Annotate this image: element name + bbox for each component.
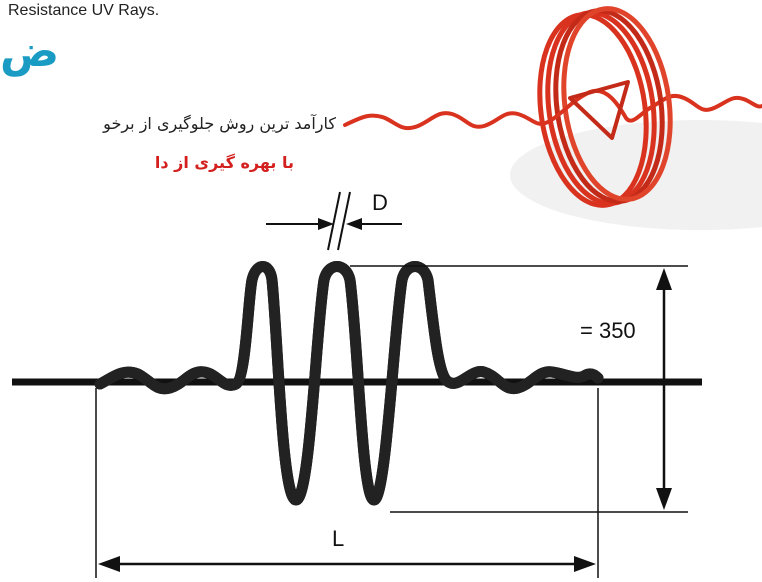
label-l: L	[332, 526, 344, 551]
height-dimension: = 350	[350, 265, 688, 513]
title-letter: ض	[0, 26, 60, 77]
description-line: کارآمد ترین روش جلوگیری از برخو	[103, 114, 336, 133]
label-height: = 350	[580, 318, 636, 343]
length-dimension: L	[95, 388, 599, 578]
highlight-line: با بهره گیری از دا	[154, 153, 294, 172]
diameter-dimension: D	[266, 190, 402, 251]
uv-resistance-text: Resistance UV Rays.	[8, 2, 160, 19]
wire-profile	[94, 267, 604, 506]
label-d: D	[372, 190, 388, 215]
red-spiral-coil-image	[343, 6, 762, 230]
